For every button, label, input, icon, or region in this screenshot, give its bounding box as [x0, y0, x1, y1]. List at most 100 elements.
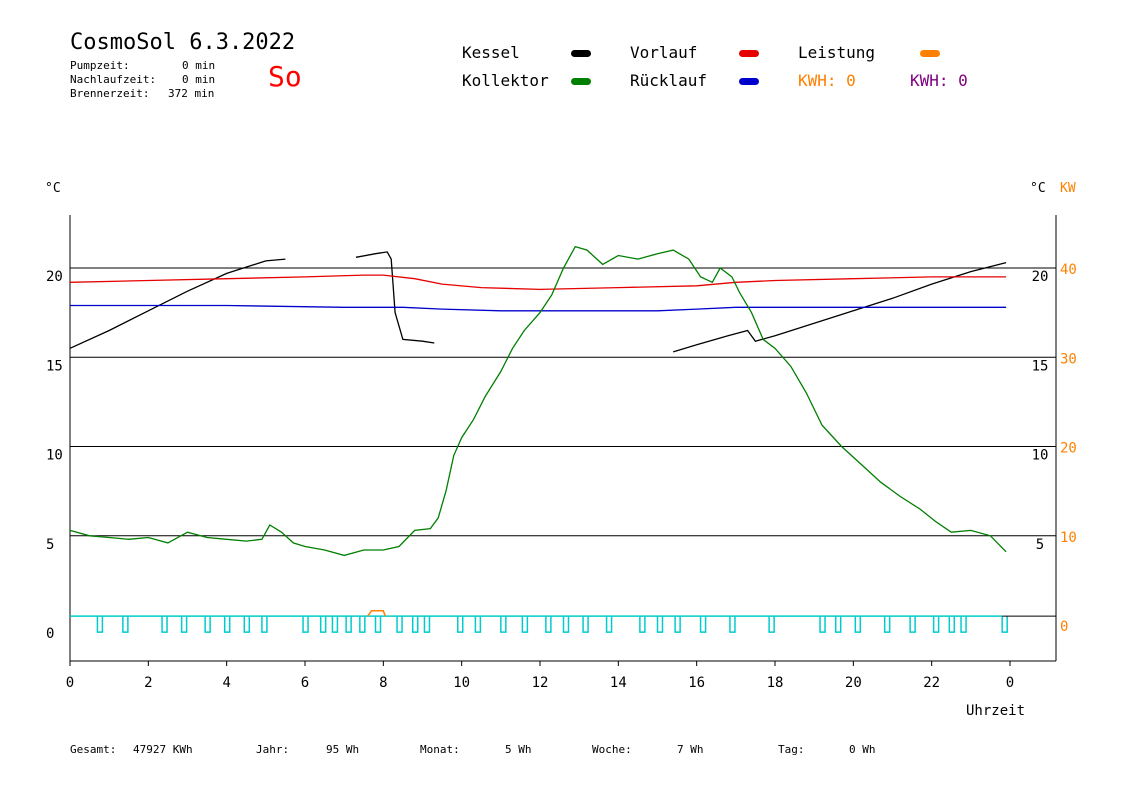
pump-pulse: [319, 616, 327, 633]
pump-pulse: [331, 616, 339, 633]
x-tick-label: 10: [453, 675, 470, 691]
pump-pulse: [639, 616, 646, 633]
pump-pulse: [122, 616, 129, 633]
kw-tick-label: 10: [1060, 530, 1077, 546]
pump-pulse: [1001, 616, 1008, 633]
series-kollektor-line: [69, 245, 1007, 557]
nachlauf-time-label: Nachlaufzeit:: [70, 73, 157, 86]
x-tick-label: 6: [301, 675, 309, 691]
legend-leistung-swatch: [920, 50, 940, 57]
pump-time-label: Pumpzeit:: [70, 59, 130, 72]
pump-pulse: [582, 616, 589, 633]
footer-tag-label: Tag:: [778, 743, 805, 756]
legend-vorlauf-swatch: [739, 50, 759, 57]
x-tick-label: 2: [144, 675, 152, 691]
legend-kessel-swatch: [571, 50, 591, 57]
nachlauf-time-value: 0 min: [182, 73, 216, 86]
kw-axis-unit: KW: [1060, 181, 1076, 196]
pump-pulse: [96, 616, 104, 633]
pump-pulse: [500, 616, 507, 633]
pump-pulse: [674, 616, 681, 633]
pump-pulse: [359, 616, 366, 633]
footer-gesamt-value: 47927 KWh: [133, 743, 193, 756]
legend-kollektor-swatch: [571, 78, 591, 85]
pump-pulse: [768, 616, 775, 633]
x-tick-label: 4: [222, 675, 230, 691]
legend-vorlauf-label: Vorlauf: [630, 43, 698, 62]
legend-kwh-leistung: KWH: 0: [798, 71, 856, 90]
x-tick-label: 0: [1006, 675, 1014, 691]
pump-pulse: [854, 616, 862, 633]
legend-kessel-label: Kessel: [462, 43, 520, 62]
pump-pulse: [729, 616, 736, 633]
pump-pulse: [545, 616, 552, 633]
leistung-line: [367, 609, 387, 617]
pump-pulse: [699, 616, 707, 633]
pump-pulse: [656, 616, 664, 633]
pump-pulse: [562, 616, 570, 633]
pump-pulse: [223, 616, 231, 633]
series-kessel-line-3: [673, 261, 1007, 353]
pump-pulse: [302, 616, 309, 633]
footer-jahr-label: Jahr:: [256, 743, 290, 756]
pump-pulse: [411, 616, 419, 633]
series-kessel-line-1: [69, 258, 286, 349]
y-axis-unit-right: °C: [1030, 181, 1046, 196]
brenner-time-label: Brennerzeit:: [70, 87, 150, 100]
pump-pulse: [819, 616, 826, 633]
y-tick-label-left: 0: [46, 626, 54, 642]
pump-pulse: [261, 616, 268, 633]
pump-time-value: 0 min: [182, 59, 216, 72]
kw-tick-label: 40: [1060, 262, 1077, 278]
footer-monat-label: Monat:: [420, 743, 460, 756]
footer-woche-value: 7 Wh: [677, 743, 704, 756]
x-axis-label: Uhrzeit: [966, 703, 1025, 719]
kw-tick-label: 20: [1060, 441, 1077, 457]
series-ruecklauf-line: [70, 304, 1007, 312]
series-vorlauf-line: [69, 274, 1007, 291]
pump-pulse: [345, 616, 352, 633]
legend-ruecklauf-label: Rücklauf: [630, 71, 708, 90]
weekday-label: So: [268, 60, 302, 93]
pump-pulse: [909, 616, 916, 633]
pump-pulse: [457, 616, 464, 633]
brenner-time-value: 372 min: [168, 87, 215, 100]
pump-pulse: [883, 616, 891, 633]
y-tick-label-right: 5: [1036, 537, 1044, 553]
pump-pulse: [396, 616, 403, 633]
pump-pulse: [932, 616, 940, 633]
pump-pulse: [243, 616, 251, 633]
legend-kwh-secondary: KWH: 0: [910, 71, 968, 90]
x-tick-label: 8: [379, 675, 387, 691]
pump-pulse: [948, 616, 956, 633]
x-tick-label: 14: [610, 675, 627, 691]
legend-kollektor-label: Kollektor: [462, 71, 549, 90]
kw-tick-label: 30: [1060, 351, 1077, 367]
y-tick-label-left: 5: [46, 537, 54, 553]
legend-leistung-label: Leistung: [798, 43, 876, 62]
y-tick-label-left: 15: [46, 358, 63, 374]
x-tick-label: 22: [923, 675, 940, 691]
x-tick-label: 16: [688, 675, 705, 691]
y-tick-label-right: 15: [1032, 358, 1049, 374]
footer-woche-label: Woche:: [592, 743, 632, 756]
pump-pulse: [180, 616, 188, 633]
x-tick-label: 0: [66, 675, 74, 691]
y-tick-label-right: 20: [1032, 269, 1049, 285]
y-tick-label-left: 20: [46, 269, 63, 285]
x-tick-label: 20: [845, 675, 862, 691]
pump-pulse: [960, 616, 967, 633]
y-axis-unit-left: °C: [45, 181, 61, 196]
pump-pulse: [374, 616, 382, 633]
pump-pulse: [423, 616, 431, 633]
series-kessel-line-2: [355, 251, 435, 344]
pump-pulse: [474, 616, 482, 633]
footer-gesamt-label: Gesamt:: [70, 743, 117, 756]
pump-pulse: [605, 616, 613, 633]
pump-pulse: [161, 616, 168, 633]
legend-ruecklauf-swatch: [739, 78, 759, 85]
pump-pulse: [834, 616, 842, 633]
kw-tick-label: 0: [1060, 619, 1068, 635]
footer-monat-value: 5 Wh: [505, 743, 532, 756]
